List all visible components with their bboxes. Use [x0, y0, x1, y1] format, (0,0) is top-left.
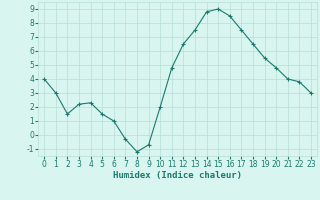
- X-axis label: Humidex (Indice chaleur): Humidex (Indice chaleur): [113, 171, 242, 180]
